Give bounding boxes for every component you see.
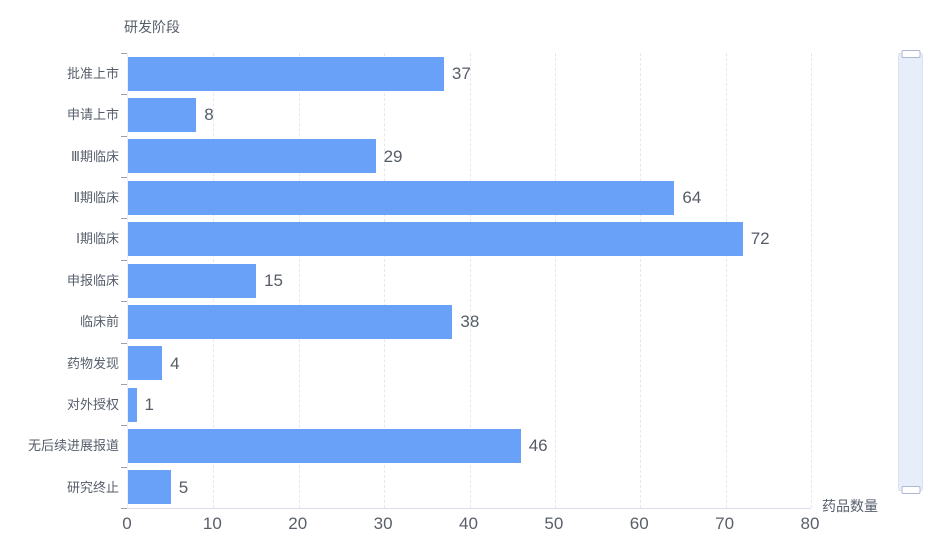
category-label: 申报临床 <box>66 272 119 288</box>
category-label: 批准上市 <box>66 66 119 81</box>
y-axis-tick <box>121 135 127 137</box>
bar-value-label: 5 <box>178 477 189 497</box>
category-label: 研究终止 <box>66 479 119 495</box>
bar-value-label: 15 <box>264 270 283 290</box>
bar[interactable] <box>128 387 137 422</box>
bar-value-label: 64 <box>682 188 702 208</box>
x-tick-label: 20 <box>288 514 308 533</box>
gridline <box>298 53 300 508</box>
bar[interactable] <box>128 139 376 174</box>
y-axis-tick <box>121 218 127 220</box>
bar-value-label: 46 <box>528 436 548 456</box>
bar[interactable] <box>128 304 453 339</box>
y-axis-tick <box>121 342 127 344</box>
gridline <box>554 53 556 508</box>
x-tick-label: 40 <box>459 514 478 533</box>
bar[interactable] <box>128 263 257 298</box>
bar-value-label: 37 <box>451 64 471 83</box>
category-label: 对外授权 <box>66 396 119 412</box>
category-label: Ⅲ期临床 <box>71 148 119 164</box>
y-axis-tick <box>121 383 127 385</box>
category-label: Ⅰ期临床 <box>76 231 119 247</box>
y-axis-tick <box>121 177 127 179</box>
bar[interactable] <box>128 180 675 215</box>
gridline <box>725 53 727 508</box>
bar-value-label: 4 <box>170 353 180 373</box>
x-tick-label: 80 <box>800 514 820 533</box>
bar-value-label: 38 <box>460 312 480 332</box>
gridline <box>469 53 471 508</box>
data-zoom-handle-top[interactable] <box>901 50 920 58</box>
category-label: 药物发现 <box>66 355 119 371</box>
category-label: Ⅱ期临床 <box>73 190 119 206</box>
x-tick-label: 50 <box>544 514 564 533</box>
y-axis-tick <box>121 301 127 303</box>
y-axis-tick <box>121 466 127 468</box>
y-axis-tick <box>121 53 127 54</box>
bar[interactable] <box>128 346 163 381</box>
bar-value-label: 29 <box>383 146 403 166</box>
bar[interactable] <box>128 56 444 91</box>
bar-value-label: 1 <box>144 394 154 414</box>
y-axis-tick <box>121 508 127 509</box>
bar[interactable] <box>128 98 197 133</box>
gridline <box>811 53 812 508</box>
category-label: 无后续进展报道 <box>27 438 119 454</box>
x-tick-label: 0 <box>122 514 132 533</box>
bar[interactable] <box>128 428 521 463</box>
x-axis-name: 药品数量 <box>822 498 878 514</box>
x-tick-label: 60 <box>629 514 649 533</box>
y-axis-tick <box>121 94 127 96</box>
gridline <box>640 53 642 508</box>
y-axis-name: 研发阶段 <box>124 19 180 35</box>
gridline <box>384 53 386 508</box>
data-zoom-handle-bottom[interactable] <box>901 486 920 494</box>
bar-value-label: 72 <box>750 229 770 249</box>
category-label: 临床前 <box>79 314 119 330</box>
plot-area: 37 8 29 64 72 15 38 4 1 46 5 <box>127 53 812 509</box>
data-zoom-slider[interactable] <box>898 50 923 494</box>
x-tick-label: 70 <box>715 514 735 533</box>
bar[interactable] <box>128 470 171 505</box>
x-tick-label: 30 <box>373 514 393 533</box>
y-axis-tick <box>121 425 127 427</box>
y-axis-tick <box>121 259 127 261</box>
x-tick-label: 10 <box>202 514 222 533</box>
bar-value-label: 8 <box>204 105 214 125</box>
bar[interactable] <box>128 222 743 257</box>
category-label: 申请上市 <box>66 107 119 123</box>
